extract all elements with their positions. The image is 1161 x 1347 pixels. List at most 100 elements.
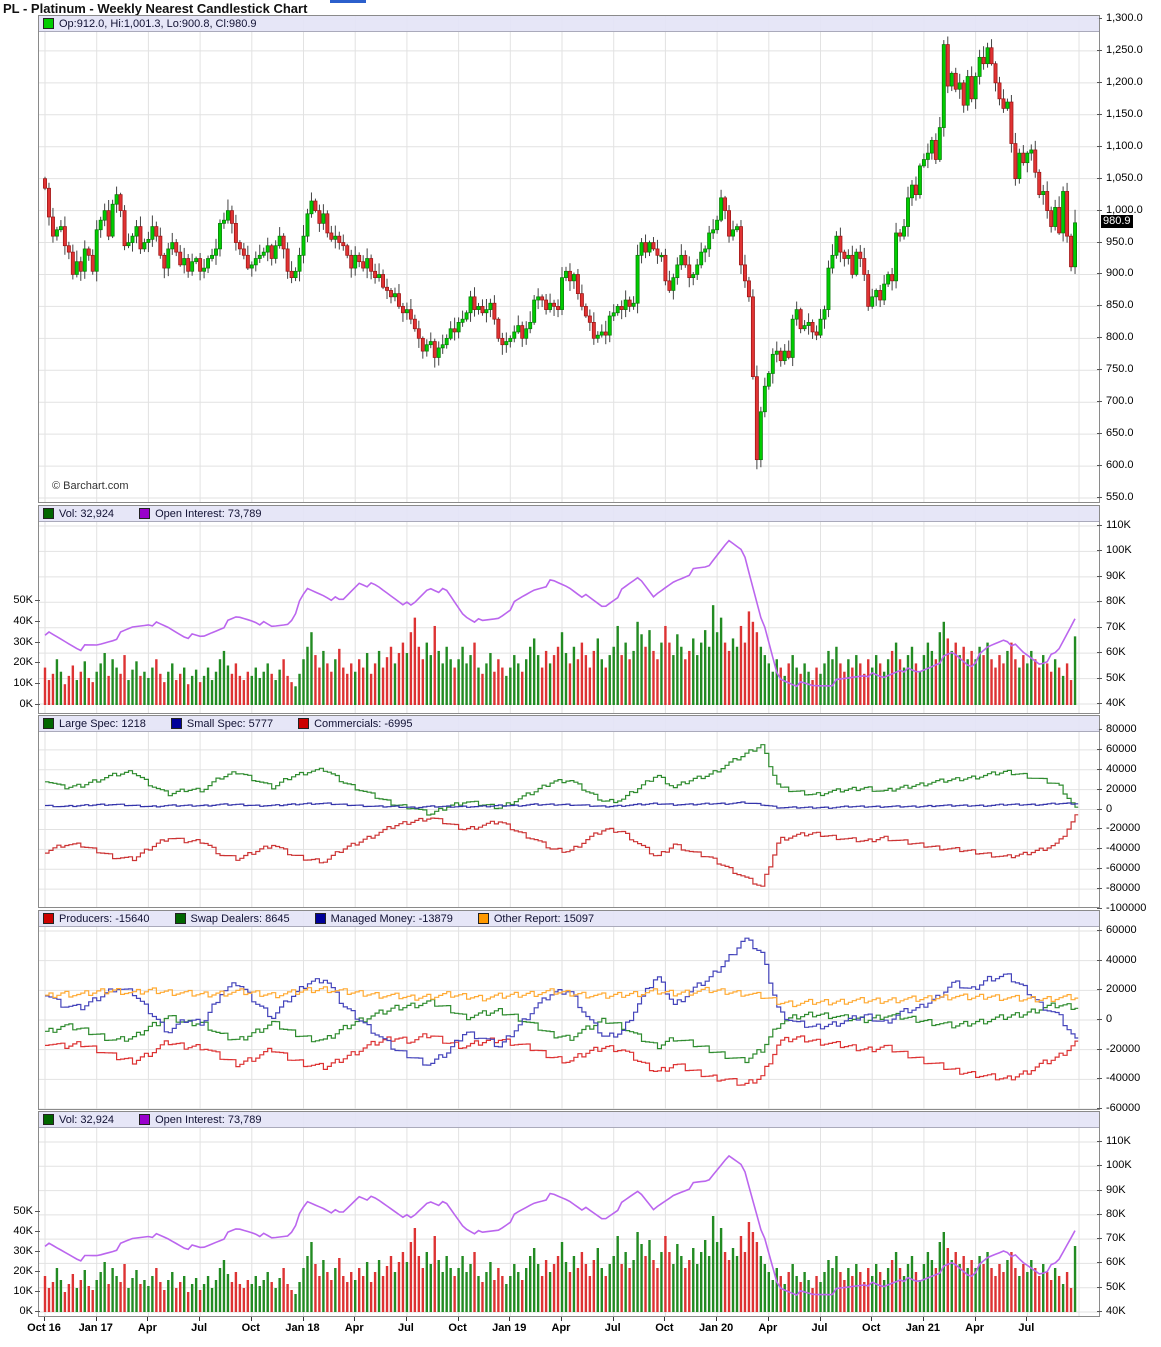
y-tick-dash (1097, 433, 1102, 435)
open-interest-swatch-icon (139, 508, 151, 519)
y-tick-dash (35, 600, 40, 601)
y-tick-label: 50K (1106, 1280, 1126, 1293)
y-tick-label: 650.0 (1106, 427, 1134, 440)
y-tick-label: 1,150.0 (1106, 107, 1143, 120)
y-tick-label: 0 (1106, 1013, 1113, 1025)
y-tick-label: 80000 (1106, 723, 1137, 735)
y-tick-label: 100K (1106, 1159, 1132, 1172)
y-tick-dash (1097, 401, 1102, 403)
y-tick-label: 550.0 (1106, 491, 1134, 503)
y-tick-dash (1097, 1213, 1102, 1215)
y-tick-dash (1097, 241, 1102, 243)
small-spec-swatch-icon (170, 718, 182, 729)
x-axis-label: Apr (965, 1322, 985, 1334)
x-tick-dash (199, 1317, 201, 1321)
x-axis-label: Apr (344, 1322, 364, 1334)
y-tick-label: 30K (13, 635, 33, 648)
y-tick-dash (1097, 177, 1102, 179)
x-tick-dash (250, 1317, 252, 1321)
y-tick-dash (1097, 888, 1102, 890)
y-tick-dash (1097, 601, 1102, 603)
x-tick-dash (354, 1317, 356, 1321)
y-tick-dash (1097, 337, 1102, 339)
y-tick-label: 50K (13, 594, 33, 606)
y-tick-dash (1097, 989, 1102, 991)
y-tick-label: 700.0 (1106, 395, 1134, 408)
y-tick-label: 40000 (1106, 762, 1137, 775)
y-tick-label: 110K (1106, 1135, 1131, 1147)
open-interest-legend-label: Open Interest: 73,789 (155, 1113, 262, 1126)
y-tick-label: 900.0 (1106, 267, 1134, 280)
y-tick-dash (1097, 959, 1102, 961)
y-tick-dash (1097, 209, 1102, 211)
y-tick-dash (1097, 1311, 1102, 1312)
y-tick-label: 1,100.0 (1106, 139, 1143, 152)
y-tick-label: 60000 (1106, 742, 1137, 755)
x-axis-label: Jan 21 (905, 1322, 941, 1334)
x-axis-label: Oct 16 (27, 1322, 61, 1334)
x-axis-label: Apr (758, 1322, 778, 1334)
x-axis-label: Oct (862, 1322, 881, 1334)
y-tick-label: 40K (1106, 1305, 1126, 1317)
volume-panel-top[interactable] (38, 505, 1100, 714)
managed-money-legend-item: Managed Money: -13879 (314, 913, 453, 925)
volume-top-legend: Vol: 32,924 Open Interest: 73,789 (39, 506, 1099, 522)
y-tick-dash (1097, 703, 1102, 704)
price-legend: Op:912.0, Hi:1,001.3, Lo:900.8, Cl:980.9 (39, 16, 1099, 32)
x-tick-dash (509, 1317, 511, 1321)
y-tick-label: 600.0 (1106, 459, 1134, 472)
y-tick-dash (1097, 788, 1102, 790)
x-tick-dash (561, 1317, 562, 1321)
y-tick-label: 90K (1106, 569, 1126, 582)
y-tick-dash (35, 1311, 40, 1312)
producers-swatch-icon (43, 913, 54, 924)
x-axis-label: Jul (811, 1322, 828, 1334)
volume-panel-bottom[interactable] (38, 1111, 1100, 1317)
price-panel[interactable] (38, 15, 1100, 503)
x-tick-dash (44, 1317, 45, 1321)
y-tick-dash (1097, 525, 1102, 526)
y-tick-dash (1097, 575, 1102, 577)
x-tick-dash (819, 1317, 821, 1321)
y-tick-dash (1097, 18, 1102, 19)
y-tick-dash (1097, 113, 1102, 115)
x-axis-label: Oct (655, 1322, 674, 1334)
y-tick-label: 60K (1106, 1256, 1126, 1269)
cot-disaggregated-panel[interactable] (38, 910, 1100, 1110)
link-fragment[interactable] (330, 0, 366, 3)
y-tick-label: 60K (1106, 646, 1126, 659)
managed-money-swatch-icon (314, 913, 326, 924)
y-tick-label: 1,000.0 (1106, 203, 1143, 216)
x-tick-dash (767, 1317, 769, 1321)
panel5-svg (39, 1112, 1099, 1316)
y-tick-label: 40K (13, 1225, 33, 1237)
y-tick-label: 10K (13, 1285, 33, 1297)
y-tick-label: 80K (1106, 1207, 1126, 1220)
y-tick-dash (1097, 808, 1102, 810)
x-tick-dash (457, 1317, 459, 1321)
swap-dealers-legend-label: Swap Dealers: 8645 (190, 912, 290, 925)
y-tick-dash (1097, 930, 1102, 931)
y-tick-label: 50K (1106, 671, 1126, 684)
y-tick-dash (1097, 81, 1102, 83)
ohlc-legend-label: Op:912.0, Hi:1,001.3, Lo:900.8, Cl:980.9 (59, 17, 257, 30)
x-tick-dash (95, 1317, 97, 1321)
y-tick-dash (1097, 1262, 1102, 1264)
y-tick-label: 40K (1106, 697, 1126, 709)
y-tick-label: 60000 (1106, 924, 1137, 936)
y-tick-label: 40000 (1106, 953, 1137, 966)
y-tick-label: -60000 (1106, 862, 1141, 875)
x-axis-label: Jan 20 (698, 1322, 734, 1334)
other-report-legend-label: Other Report: 15097 (493, 912, 595, 925)
last-price-tag: 980.9 (1101, 215, 1133, 228)
y-tick-dash (1097, 1019, 1102, 1020)
x-tick-dash (612, 1317, 614, 1321)
cot-legacy-panel[interactable] (38, 715, 1100, 908)
cot-legacy-legend: Large Spec: 1218 Small Spec: 5777 Commer… (39, 716, 1099, 732)
y-tick-label: 750.0 (1106, 363, 1134, 376)
volume-bottom-legend: Vol: 32,924 Open Interest: 73,789 (39, 1112, 1099, 1128)
y-tick-dash (1097, 369, 1102, 371)
y-tick-label: 70K (1106, 620, 1126, 633)
small-spec-legend-item: Small Spec: 5777 (170, 718, 273, 730)
x-axis-label: Jul (1018, 1322, 1035, 1334)
